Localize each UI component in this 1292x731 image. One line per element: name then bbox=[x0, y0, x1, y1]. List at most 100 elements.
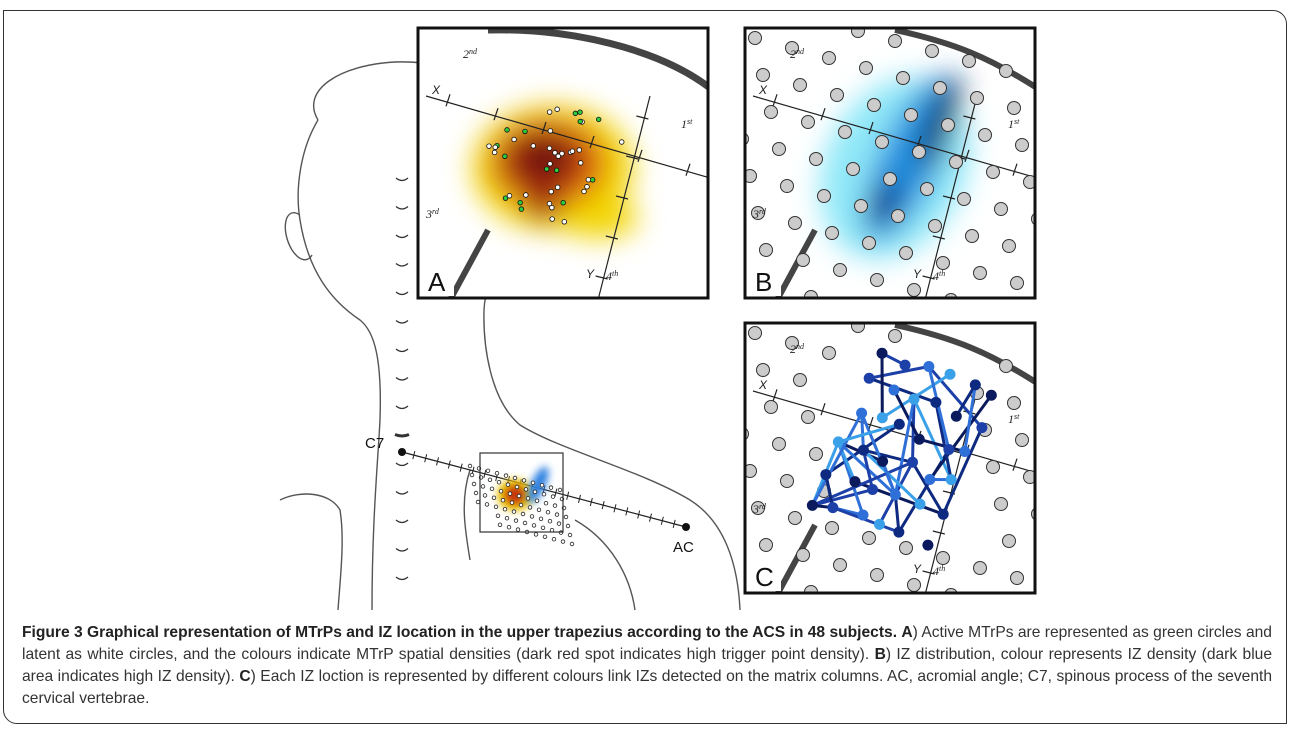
electrode-dot bbox=[473, 490, 479, 496]
tick bbox=[637, 510, 641, 519]
panel-a: X Y 2nd 1st 3rd 4th A bbox=[416, 26, 710, 300]
vertebra-mark bbox=[395, 547, 409, 552]
electrode-dot bbox=[525, 496, 531, 501]
electrode-dot bbox=[538, 516, 544, 521]
caption-text: ) Each IZ loction is represented by diff… bbox=[22, 668, 1272, 707]
iz-link bbox=[912, 398, 953, 481]
inset-box bbox=[479, 452, 564, 533]
spine bbox=[394, 177, 410, 581]
latent-mtrp bbox=[523, 192, 529, 198]
y-tick bbox=[615, 195, 629, 200]
electrode bbox=[793, 373, 807, 387]
iz-link bbox=[934, 402, 953, 480]
active-mtrp bbox=[595, 116, 602, 123]
x-tick bbox=[772, 389, 778, 402]
electrode-dot bbox=[540, 525, 546, 530]
electrode-dot bbox=[520, 511, 526, 517]
electrode bbox=[772, 142, 786, 156]
x-tick bbox=[1012, 458, 1018, 471]
electrode bbox=[862, 531, 876, 545]
latent-mtrp bbox=[543, 166, 550, 172]
electrode-dot bbox=[523, 487, 529, 492]
quadrant-suffix: rd bbox=[759, 502, 767, 511]
latent-mtrp bbox=[546, 109, 553, 115]
electrode-dot bbox=[543, 501, 549, 506]
active-mtrp bbox=[585, 177, 592, 183]
electrode bbox=[822, 346, 836, 360]
electrode-dot bbox=[542, 534, 548, 539]
electrode bbox=[751, 206, 765, 220]
electrode bbox=[999, 64, 1013, 78]
electrode-dot bbox=[504, 516, 510, 521]
panel-label-bg bbox=[420, 264, 454, 296]
vertebra-mark bbox=[395, 348, 409, 353]
quadrant-suffix: nd bbox=[796, 47, 805, 56]
tick bbox=[412, 451, 416, 460]
electrode-dot bbox=[529, 514, 535, 519]
caption-label: B bbox=[874, 646, 886, 663]
iz-node bbox=[930, 396, 942, 408]
iz-node bbox=[806, 499, 818, 511]
caption-text: ) Active MTrPs are represented as green … bbox=[22, 624, 1272, 663]
iz-node bbox=[922, 539, 934, 551]
electrode bbox=[907, 283, 921, 297]
latent-mtrp bbox=[569, 148, 576, 154]
electrode bbox=[944, 588, 958, 593]
vertebra-mark bbox=[395, 205, 409, 210]
latent-mtrp bbox=[561, 219, 568, 225]
y-tick bbox=[605, 235, 618, 240]
quadrant-label: 1st bbox=[1008, 117, 1020, 131]
y-axis-label: Y bbox=[586, 267, 595, 281]
quadrant-label: 1st bbox=[1008, 412, 1020, 426]
electrode-dot bbox=[495, 513, 501, 518]
electrode bbox=[896, 71, 910, 85]
x-tick bbox=[685, 163, 691, 176]
iz-link bbox=[811, 460, 914, 507]
electrode bbox=[759, 243, 773, 257]
iz-link bbox=[927, 366, 951, 450]
iz-node bbox=[832, 436, 844, 448]
active-mtrp bbox=[530, 143, 537, 149]
electrode bbox=[936, 551, 950, 565]
electrode bbox=[788, 511, 802, 525]
electrode bbox=[817, 189, 831, 203]
vertebra-mark bbox=[395, 405, 409, 410]
electrode bbox=[809, 447, 823, 461]
electrode-dot bbox=[556, 521, 562, 526]
iz-link bbox=[868, 376, 937, 404]
iz-node bbox=[876, 412, 888, 424]
quadrant-number: 1 bbox=[1008, 117, 1014, 131]
iz-node bbox=[888, 384, 900, 396]
electrode-dot bbox=[493, 504, 499, 509]
electrode-dot bbox=[547, 519, 553, 524]
electrode bbox=[899, 246, 913, 260]
electrode bbox=[846, 162, 860, 176]
electrode bbox=[883, 172, 897, 186]
electrode bbox=[809, 152, 823, 166]
iz-node bbox=[873, 518, 885, 530]
x-tick bbox=[964, 149, 970, 162]
electrode-dot bbox=[487, 477, 493, 482]
electrode bbox=[965, 229, 979, 243]
electrode bbox=[759, 538, 773, 552]
iz-link bbox=[811, 412, 863, 507]
vertebra-mark bbox=[395, 291, 409, 296]
latent-mtrp bbox=[504, 127, 510, 133]
x-tick bbox=[493, 108, 499, 121]
electrode-dot bbox=[515, 527, 521, 532]
electrode bbox=[825, 521, 839, 535]
electrode bbox=[949, 155, 963, 169]
electrode bbox=[801, 410, 815, 424]
iz-link bbox=[893, 494, 901, 533]
latent-mtrp bbox=[549, 216, 555, 222]
electrode bbox=[986, 460, 1000, 474]
vertebra-mark bbox=[395, 519, 409, 524]
quadrant-label: 2nd bbox=[790, 342, 805, 356]
iz-node bbox=[827, 502, 839, 514]
quadrant-suffix: rd bbox=[759, 207, 767, 216]
tick bbox=[672, 519, 676, 528]
electrode-dot bbox=[548, 485, 554, 490]
electrode bbox=[978, 128, 992, 142]
x-axis bbox=[752, 95, 1035, 179]
electrode-dot bbox=[522, 520, 528, 526]
